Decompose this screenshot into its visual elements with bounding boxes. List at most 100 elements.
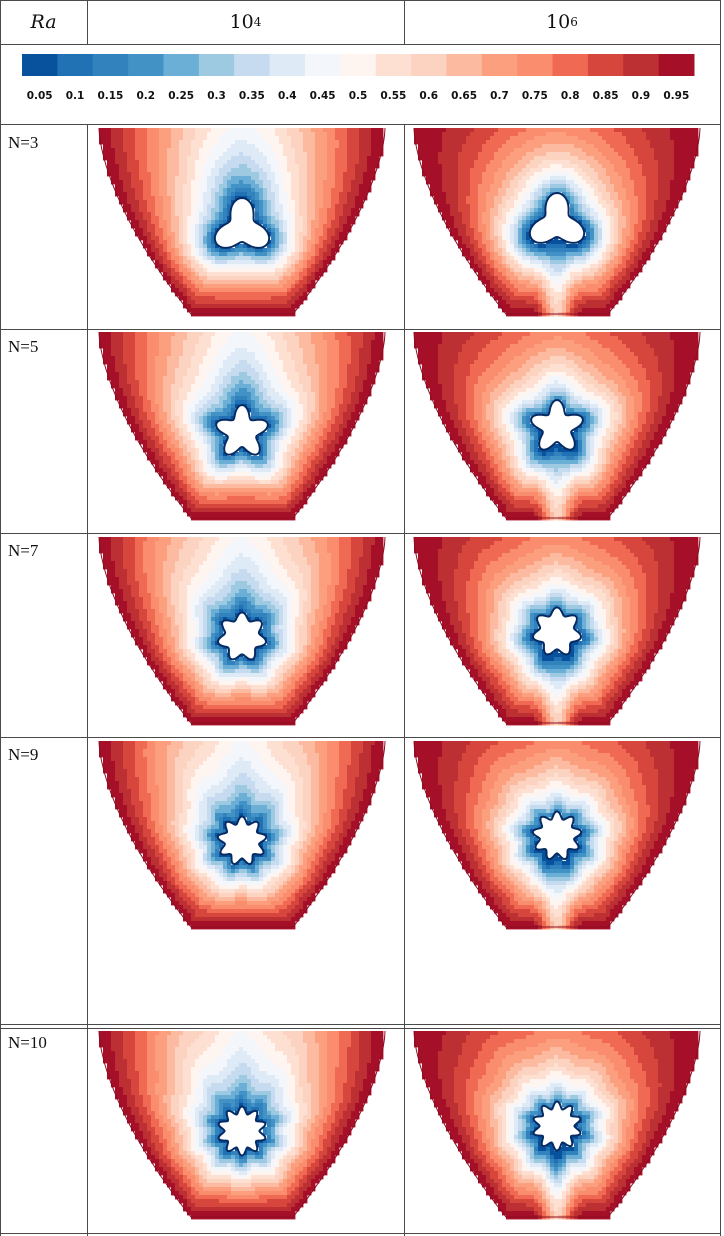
contour-cell [494,248,499,253]
contour-cell [470,264,475,269]
contour-cell [686,156,691,161]
contour-cell [183,204,188,209]
contour-cell [530,220,535,225]
contour-cell [602,176,607,181]
contour-cell [534,256,539,261]
contour-cell [446,144,451,149]
contour-cell [594,232,599,237]
contour-cell [570,276,575,281]
contour-cell [458,244,463,249]
contour-cell [211,196,216,201]
contour-cell [554,260,559,265]
contour-cell [259,280,264,285]
contour-cell [422,160,427,165]
contour-cell [610,232,615,237]
contour-cell [598,152,603,157]
contour-cell [642,188,647,193]
contour-cell [171,256,176,261]
contour-cell [127,152,132,157]
contour-cell [203,216,208,221]
colorbar-tick-label: 0.4 [278,90,297,102]
contour-cell [287,244,292,249]
contour-cell [179,336,184,341]
contour-cell [343,332,348,337]
contour-cell [303,140,308,145]
contour-cell [670,160,675,165]
contour-cell [662,200,667,205]
contour-cell [602,236,607,241]
contour-cell [462,148,467,153]
contour-cell [339,208,344,213]
contour-cell [159,168,164,173]
contour-cell [630,132,635,137]
contour-cell [211,164,216,169]
colorbar-swatch [375,54,412,76]
contour-cell [315,240,320,245]
contour-cell [566,128,571,133]
contour-cell [510,196,515,201]
contour-cell [263,128,268,133]
contour-cell [219,288,224,293]
contour-cell [678,160,683,165]
contour-cell [558,152,563,157]
contour-cell [215,292,220,297]
contour-cell [498,260,503,265]
contour-cell [574,188,579,193]
contour-cell [299,180,304,185]
contour-cell [590,160,595,165]
contour-cell [215,176,220,181]
contour-cell [243,300,248,305]
contour-cell [522,168,527,173]
contour-cell [339,160,344,165]
contour-cell [263,308,268,313]
contour-cell [670,132,675,137]
contour-cell [690,144,695,149]
contour-cell [171,204,176,209]
contour-cell [590,308,595,313]
contour-cell [466,188,471,193]
contour-cell [115,148,120,153]
contour-cell [243,292,248,297]
contour-cell [650,212,655,217]
contour-cell [678,148,683,153]
contour-cell [426,128,431,133]
contour-cell [199,244,204,249]
contour-cell [347,332,352,337]
contour-cell [183,240,188,245]
contour-cell [287,264,292,269]
contour-cell [606,168,611,173]
contour-cell [614,244,619,249]
contour-cell [446,188,451,193]
contour-cell [638,260,643,265]
contour-cell [642,232,647,237]
contour-cell [486,220,491,225]
contour-cell [215,216,220,221]
contour-cell [494,296,499,301]
contour-cell [267,204,272,209]
contour-cell [626,208,631,213]
contour-cell [287,240,292,245]
contour-cell [279,240,284,245]
contour-cell [171,212,176,217]
contour-cell [462,152,467,157]
contour-cell [602,264,607,269]
contour-cell [658,144,663,149]
contour-cell [630,128,635,133]
contour-cell [622,200,627,205]
contour-cell [235,176,240,181]
contour-cell [195,256,200,261]
contour-cell [375,136,380,141]
contour-cell [478,136,483,141]
contour-cell [359,180,364,185]
contour-cell [291,196,296,201]
contour-cell [255,132,260,137]
contour-cell [606,204,611,209]
contour-cell [582,272,587,277]
contour-cell [143,132,148,137]
contour-cell [566,264,571,269]
contour-cell [638,248,643,253]
contour-cell [163,180,168,185]
contour-cell [175,156,180,161]
contour-cell [339,136,344,141]
contour-cell [550,296,555,301]
